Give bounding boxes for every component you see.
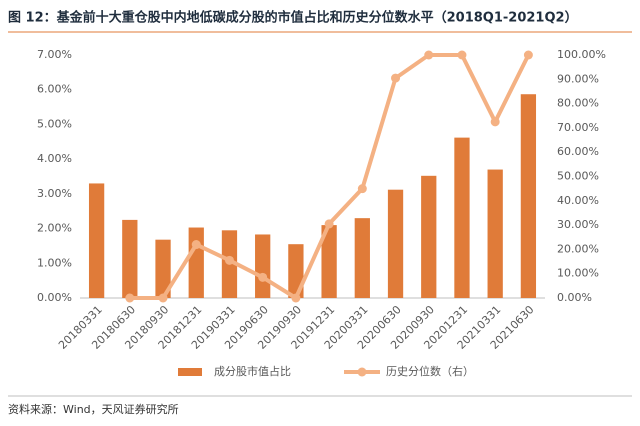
line-marker — [324, 219, 334, 229]
bar — [255, 234, 271, 298]
line-marker — [291, 293, 301, 303]
bar — [188, 227, 204, 298]
y-tick-label: 1.00% — [37, 256, 72, 269]
y2-tick-label: 70.00% — [557, 121, 599, 134]
bar — [122, 219, 138, 298]
legend-label: 成分股市值占比 — [214, 364, 291, 378]
bar — [288, 244, 304, 298]
y2-tick-label: 0.00% — [557, 291, 592, 304]
line-marker — [391, 73, 401, 83]
y2-tick-label: 10.00% — [557, 267, 599, 280]
bar — [421, 175, 437, 298]
y2-tick-label: 50.00% — [557, 170, 599, 183]
bar — [155, 239, 171, 298]
line-marker — [191, 240, 201, 250]
bar — [454, 137, 470, 298]
y-tick-label: 3.00% — [37, 187, 72, 200]
line-marker — [424, 50, 434, 60]
y-tick-label: 6.00% — [37, 83, 72, 96]
y2-tick-label: 100.00% — [557, 48, 606, 61]
bar — [88, 183, 105, 298]
y2-tick-label: 30.00% — [557, 218, 599, 231]
line-marker — [490, 117, 500, 127]
line-marker — [224, 255, 234, 265]
y-tick-label: 2.00% — [37, 222, 72, 235]
y2-tick-label: 20.00% — [557, 242, 599, 255]
y2-tick-label: 40.00% — [557, 194, 599, 207]
bar — [387, 189, 404, 298]
line-marker — [125, 293, 135, 303]
bar — [487, 169, 503, 298]
line-marker — [258, 272, 268, 282]
line-marker — [457, 50, 467, 60]
legend-swatch — [178, 368, 202, 376]
chart-title: 图 12：基金前十大重仓股中内地低碳成分股的市值占比和历史分位数水平（2018Q… — [8, 10, 578, 26]
bar — [520, 94, 537, 298]
bar — [354, 218, 370, 298]
source: 资料来源：Wind，天风证券研究所 — [8, 402, 179, 416]
y-tick-label: 7.00% — [37, 48, 72, 61]
y-tick-label: 4.00% — [37, 152, 72, 165]
y-tick-label: 0.00% — [37, 291, 72, 304]
legend-label: 历史分位数（右） — [386, 364, 474, 378]
line-marker — [523, 50, 533, 60]
y2-tick-label: 80.00% — [557, 97, 599, 110]
y2-tick-label: 60.00% — [557, 145, 599, 158]
y-tick-label: 5.00% — [37, 117, 72, 130]
line-marker — [158, 293, 168, 303]
legend-swatch — [357, 367, 367, 377]
line-marker — [357, 184, 367, 194]
bar — [321, 225, 337, 298]
y2-tick-label: 90.00% — [557, 72, 599, 85]
